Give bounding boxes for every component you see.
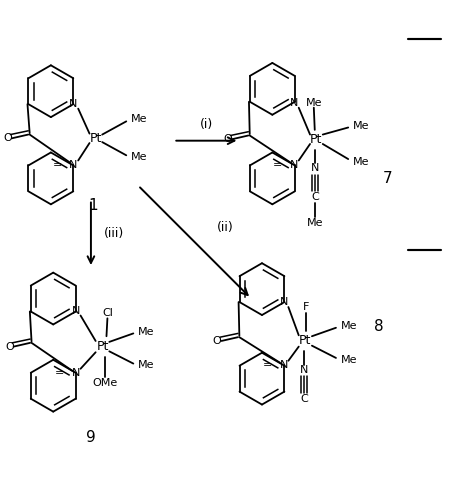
Text: O: O bbox=[5, 342, 14, 351]
Text: Me: Me bbox=[307, 218, 323, 227]
Text: N: N bbox=[69, 160, 78, 170]
Text: OMe: OMe bbox=[92, 378, 118, 388]
Text: 1: 1 bbox=[89, 198, 98, 213]
Text: Me: Me bbox=[353, 157, 369, 167]
Text: N: N bbox=[280, 361, 288, 370]
Text: (i): (i) bbox=[200, 118, 213, 131]
Text: =: = bbox=[55, 368, 64, 378]
Text: 7: 7 bbox=[383, 171, 392, 186]
Text: N: N bbox=[72, 306, 80, 316]
Text: Me: Me bbox=[341, 321, 357, 331]
Text: Me: Me bbox=[138, 361, 155, 370]
Text: =: = bbox=[273, 160, 282, 170]
Text: (ii): (ii) bbox=[217, 221, 234, 234]
Text: Me: Me bbox=[306, 97, 322, 107]
Text: =: = bbox=[52, 160, 62, 170]
Text: Pt: Pt bbox=[97, 340, 109, 353]
Text: Pt: Pt bbox=[310, 133, 322, 146]
Text: O: O bbox=[3, 133, 12, 143]
Text: N: N bbox=[290, 160, 298, 170]
Text: Me: Me bbox=[341, 355, 357, 365]
Text: N: N bbox=[280, 297, 288, 307]
Text: Cl: Cl bbox=[102, 308, 113, 318]
Text: C: C bbox=[300, 394, 308, 405]
Text: N: N bbox=[72, 368, 80, 378]
Text: N: N bbox=[300, 365, 308, 375]
Text: (iii): (iii) bbox=[104, 227, 125, 240]
Text: N: N bbox=[290, 98, 298, 108]
Text: 8: 8 bbox=[374, 319, 383, 334]
Text: Pt: Pt bbox=[299, 334, 311, 348]
Text: O: O bbox=[223, 134, 232, 144]
Text: 9: 9 bbox=[86, 430, 96, 445]
Text: Me: Me bbox=[131, 115, 147, 124]
Text: O: O bbox=[213, 336, 221, 346]
Text: N: N bbox=[69, 99, 78, 109]
Text: Me: Me bbox=[131, 152, 147, 162]
Text: C: C bbox=[311, 192, 319, 202]
Text: Pt: Pt bbox=[90, 132, 102, 145]
Text: =: = bbox=[263, 361, 272, 370]
Text: F: F bbox=[303, 302, 310, 312]
Text: Me: Me bbox=[138, 327, 155, 336]
Text: N: N bbox=[310, 164, 319, 173]
Text: Me: Me bbox=[353, 121, 369, 131]
